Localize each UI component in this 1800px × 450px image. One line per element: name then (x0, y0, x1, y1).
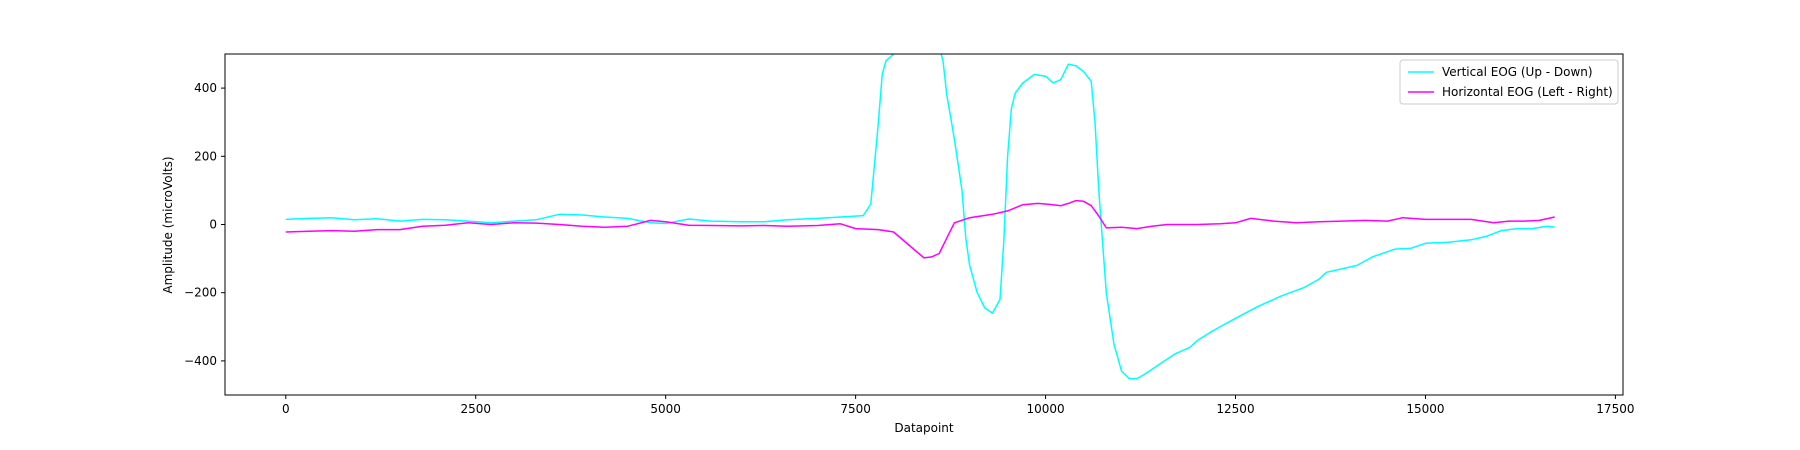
legend: Vertical EOG (Up - Down) Horizontal EOG (… (1399, 59, 1619, 105)
x-tick-label: 5000 (650, 402, 681, 416)
x-tick-label: 10000 (1026, 402, 1064, 416)
legend-label: Horizontal EOG (Left - Right) (1442, 85, 1613, 99)
x-tick-label: 7500 (840, 402, 871, 416)
y-axis-label: Amplitude (microVolts) (161, 156, 175, 293)
y-tick-label: −200 (184, 286, 217, 300)
y-tick-label: −400 (184, 354, 217, 368)
x-axis-label: Datapoint (894, 421, 954, 435)
x-tick-label: 17500 (1596, 402, 1634, 416)
x-tick-label: 15000 (1406, 402, 1444, 416)
x-tick-label: 12500 (1216, 402, 1254, 416)
x-tick-label: 0 (282, 402, 290, 416)
legend-box (1399, 59, 1619, 105)
y-tick-label: 200 (194, 149, 217, 163)
y-tick-label: 400 (194, 81, 217, 95)
vertical-eog-line (285, 54, 1555, 380)
legend-label: Vertical EOG (Up - Down) (1442, 65, 1593, 79)
x-tick-label: 2500 (460, 402, 491, 416)
y-tick-label: 0 (209, 218, 217, 232)
horizontal-eog-line (285, 199, 1555, 259)
